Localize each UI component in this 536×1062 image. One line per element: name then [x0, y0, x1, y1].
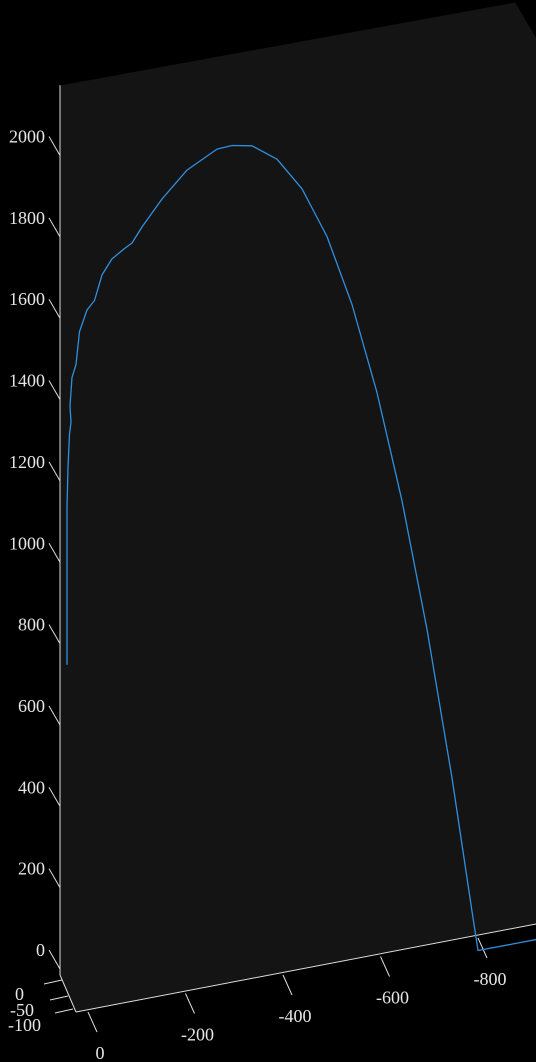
- z-tick-label: 2000: [9, 127, 45, 147]
- y-tick-label: -100: [8, 1015, 41, 1035]
- x-tick-label: 0: [96, 1043, 105, 1062]
- y-tick-label: -50: [10, 1000, 34, 1020]
- series-line: [66, 144, 536, 952]
- z-tick-mark: [48, 542, 61, 563]
- pane-top-edge: [59, 1, 516, 86]
- z-tick-mark: [48, 217, 61, 238]
- z-tick-mark: [48, 624, 61, 644]
- z-tick-mark: [48, 136, 61, 156]
- z-tick-mark: [48, 705, 61, 726]
- x-tick-label: -800: [474, 969, 507, 989]
- x-tick-mark: [87, 1011, 98, 1033]
- z-tick-label: 1200: [9, 452, 45, 472]
- x-tick-mark: [282, 974, 293, 996]
- x-tick-mark: [185, 993, 195, 1014]
- x-tick-label: -200: [181, 1025, 214, 1045]
- z-tick-label: 1400: [9, 371, 45, 391]
- x-tick-label: -400: [279, 1006, 312, 1026]
- z-tick-label: 0: [36, 940, 45, 960]
- z-tick-mark: [48, 298, 61, 319]
- x-tick-mark: [477, 937, 488, 959]
- z-tick-mark: [48, 461, 61, 482]
- z-tick-label: 200: [18, 859, 45, 879]
- z-tick-label: 1000: [9, 533, 45, 553]
- y-tick-label: 0: [15, 984, 24, 1004]
- y-tick-mark: [54, 1008, 74, 1014]
- z-tick-mark: [48, 380, 61, 400]
- z-tick-label: 1600: [9, 289, 45, 309]
- plot-pane: [60, 2, 536, 1012]
- z-tick-mark: [48, 787, 61, 807]
- z-tick-mark: [48, 868, 61, 888]
- x-axis-line: [75, 923, 536, 1013]
- z-tick-label: 800: [18, 615, 45, 635]
- x-tick-mark: [380, 956, 390, 977]
- x-tick-label: -600: [376, 988, 409, 1008]
- z-tick-label: 600: [18, 696, 45, 716]
- y-tick-mark: [43, 979, 63, 985]
- z-tick-label: 400: [18, 777, 45, 797]
- y-tick-mark: [49, 995, 69, 1001]
- y-axis-line: [59, 974, 77, 1013]
- z-tick-mark: [48, 949, 61, 970]
- z-tick-label: 1800: [9, 208, 45, 228]
